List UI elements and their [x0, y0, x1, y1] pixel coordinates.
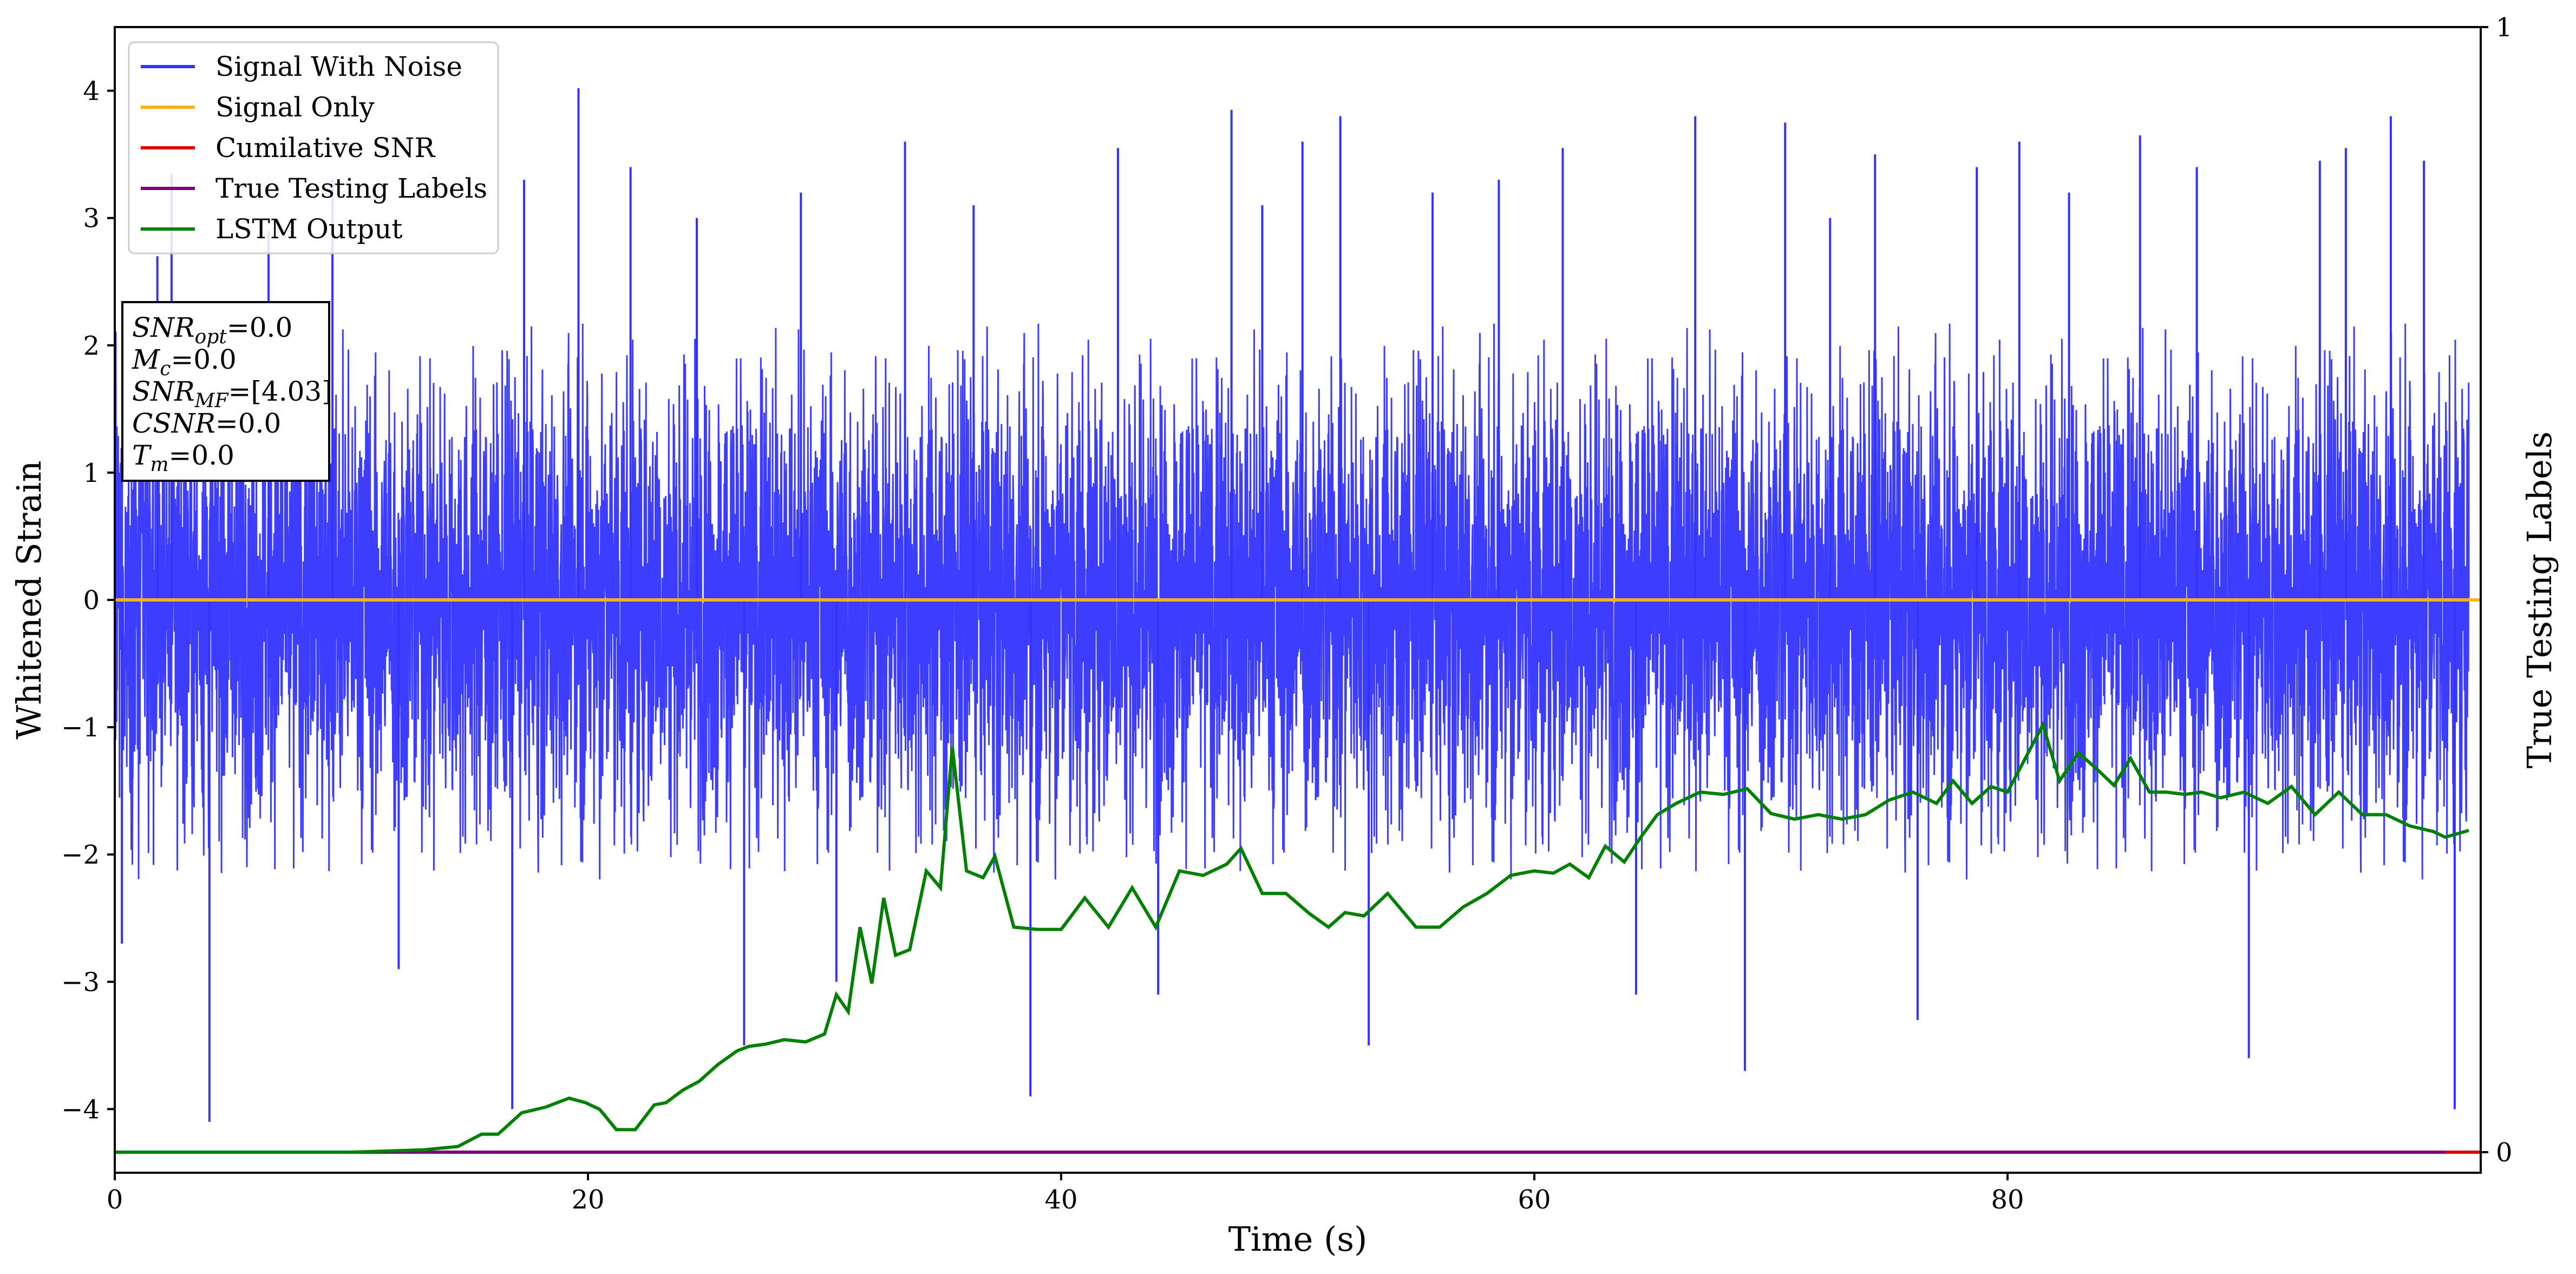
- y-axis-title: Whitened Strain: [9, 461, 49, 740]
- y-tick-label: 1: [83, 458, 100, 488]
- legend-label: Signal With Noise: [215, 51, 462, 82]
- y2-axis-title: True Testing Labels: [2520, 432, 2559, 769]
- legend-label: Cumilative SNR: [215, 132, 435, 164]
- series-layer: [115, 88, 2481, 1154]
- legend: Signal With Noise Signal Only Cumilative S…: [128, 41, 499, 254]
- x-tick-label: 60: [1518, 1185, 1551, 1215]
- x-axis: 0 20 40 60 80: [107, 1173, 2024, 1215]
- y-axis-left: −4 −3 −2 −1 0 1 2 3 4: [61, 76, 115, 1125]
- y2-tick-label: 0: [2496, 1138, 2513, 1168]
- y-tick-label: 4: [83, 76, 100, 107]
- y-tick-label: 2: [83, 331, 100, 361]
- y-tick-label: −3: [61, 967, 100, 997]
- series-lstm-output-line: [115, 720, 2469, 1154]
- info-box: SNRopt=0.0Mc=0.0SNRMF=[4.03]CSNR=0.0Tm=0…: [121, 301, 332, 482]
- info-box-frame: [121, 301, 330, 482]
- info-line: SNRopt=0.0: [132, 312, 292, 348]
- y-tick-label: −1: [61, 713, 100, 743]
- info-line: Tm=0.0: [132, 440, 234, 476]
- y-tick-label: 3: [83, 204, 100, 234]
- y-axis-right: 01: [2481, 12, 2513, 1168]
- x-tick-label: 0: [107, 1185, 123, 1215]
- x-tick-label: 80: [1991, 1185, 2024, 1215]
- legend-label: LSTM Output: [215, 213, 402, 245]
- y-tick-label: −2: [61, 840, 100, 870]
- legend-box: [128, 41, 499, 254]
- legend-label: Signal Only: [215, 92, 375, 123]
- x-axis-title: Time (s): [1228, 1219, 1368, 1259]
- y-tick-label: 0: [83, 585, 100, 616]
- info-line: SNRMF=[4.03]: [132, 376, 332, 412]
- info-line: CSNR=0.0: [132, 408, 281, 439]
- y2-tick-label: 1: [2496, 12, 2513, 43]
- x-tick-label: 40: [1044, 1185, 1077, 1215]
- y-tick-label: −4: [61, 1094, 100, 1125]
- legend-label: True Testing Labels: [215, 173, 487, 204]
- x-tick-label: 20: [571, 1185, 604, 1215]
- info-line: Mc=0.0: [132, 344, 237, 380]
